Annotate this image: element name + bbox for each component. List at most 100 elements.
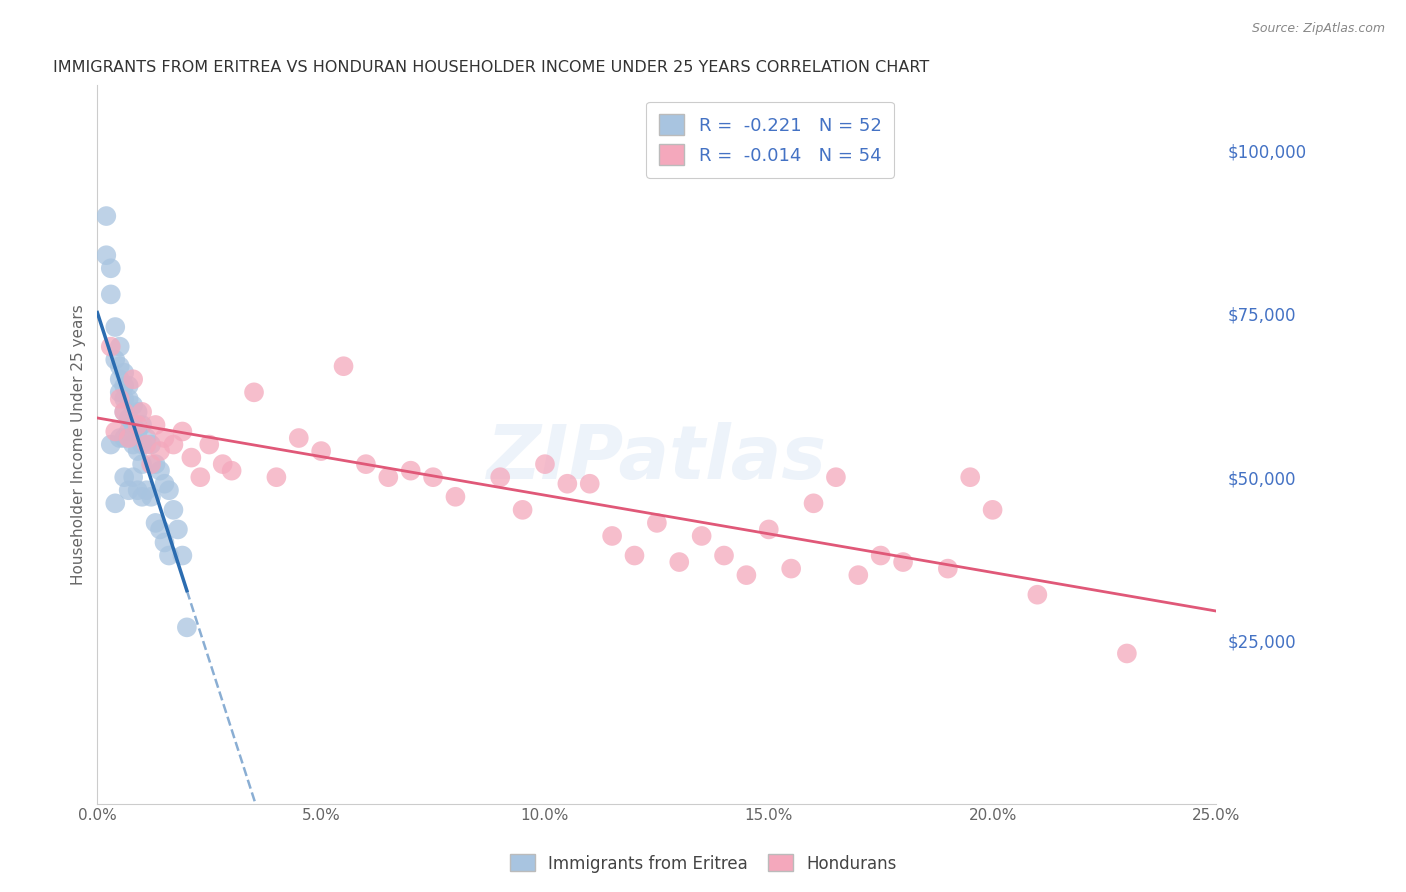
Point bbox=[534, 457, 557, 471]
Point bbox=[690, 529, 713, 543]
Point bbox=[153, 476, 176, 491]
Point bbox=[108, 431, 131, 445]
Point bbox=[131, 417, 153, 432]
Point bbox=[162, 437, 184, 451]
Point bbox=[96, 248, 118, 262]
Point bbox=[112, 379, 135, 393]
Point bbox=[122, 372, 145, 386]
Point bbox=[100, 340, 122, 354]
Point bbox=[127, 417, 149, 432]
Point bbox=[780, 561, 803, 575]
Point bbox=[127, 444, 149, 458]
Point bbox=[131, 490, 153, 504]
Point bbox=[118, 411, 141, 425]
Point bbox=[108, 359, 131, 374]
Point bbox=[118, 483, 141, 498]
Point bbox=[108, 385, 131, 400]
Point bbox=[512, 503, 534, 517]
Point bbox=[377, 470, 399, 484]
Point bbox=[122, 417, 145, 432]
Legend: R =  -0.221   N = 52, R =  -0.014   N = 54: R = -0.221 N = 52, R = -0.014 N = 54 bbox=[647, 102, 894, 178]
Point bbox=[135, 483, 157, 498]
Point bbox=[145, 516, 167, 530]
Point bbox=[399, 464, 422, 478]
Point bbox=[758, 523, 780, 537]
Point bbox=[104, 352, 127, 367]
Point bbox=[157, 549, 180, 563]
Point bbox=[127, 483, 149, 498]
Point bbox=[127, 425, 149, 439]
Point bbox=[118, 379, 141, 393]
Point bbox=[1026, 588, 1049, 602]
Point bbox=[167, 523, 190, 537]
Point bbox=[354, 457, 377, 471]
Point bbox=[825, 470, 848, 484]
Point bbox=[188, 470, 211, 484]
Point bbox=[846, 568, 869, 582]
Point bbox=[104, 320, 127, 334]
Point bbox=[112, 392, 135, 406]
Point bbox=[149, 464, 172, 478]
Point bbox=[444, 490, 467, 504]
Point bbox=[735, 568, 758, 582]
Point bbox=[104, 425, 127, 439]
Point bbox=[578, 476, 600, 491]
Point bbox=[959, 470, 981, 484]
Point bbox=[1115, 647, 1137, 661]
Point bbox=[157, 483, 180, 498]
Text: IMMIGRANTS FROM ERITREA VS HONDURAN HOUSEHOLDER INCOME UNDER 25 YEARS CORRELATIO: IMMIGRANTS FROM ERITREA VS HONDURAN HOUS… bbox=[52, 60, 929, 75]
Point bbox=[104, 496, 127, 510]
Point bbox=[557, 476, 579, 491]
Point bbox=[309, 444, 332, 458]
Point bbox=[122, 398, 145, 412]
Point bbox=[131, 405, 153, 419]
Point bbox=[198, 437, 221, 451]
Point bbox=[489, 470, 512, 484]
Point bbox=[145, 417, 167, 432]
Point bbox=[172, 425, 194, 439]
Point bbox=[122, 470, 145, 484]
Point bbox=[112, 405, 135, 419]
Point bbox=[135, 431, 157, 445]
Text: Source: ZipAtlas.com: Source: ZipAtlas.com bbox=[1251, 22, 1385, 36]
Point bbox=[149, 523, 172, 537]
Point bbox=[668, 555, 690, 569]
Point bbox=[211, 457, 233, 471]
Point bbox=[100, 437, 122, 451]
Point bbox=[131, 437, 153, 451]
Point bbox=[153, 535, 176, 549]
Point bbox=[118, 392, 141, 406]
Point bbox=[981, 503, 1004, 517]
Point bbox=[139, 437, 162, 451]
Point bbox=[422, 470, 444, 484]
Point bbox=[131, 457, 153, 471]
Point bbox=[118, 431, 141, 445]
Point bbox=[332, 359, 354, 374]
Point bbox=[803, 496, 825, 510]
Point bbox=[108, 392, 131, 406]
Point bbox=[139, 490, 162, 504]
Point bbox=[100, 261, 122, 276]
Point bbox=[112, 405, 135, 419]
Legend: Immigrants from Eritrea, Hondurans: Immigrants from Eritrea, Hondurans bbox=[503, 847, 903, 880]
Point bbox=[145, 457, 167, 471]
Point bbox=[149, 444, 172, 458]
Point bbox=[288, 431, 311, 445]
Text: ZIPatlas: ZIPatlas bbox=[486, 423, 827, 495]
Point bbox=[243, 385, 266, 400]
Point bbox=[936, 561, 959, 575]
Point bbox=[600, 529, 623, 543]
Point bbox=[221, 464, 243, 478]
Point bbox=[891, 555, 914, 569]
Point bbox=[153, 431, 176, 445]
Point bbox=[127, 405, 149, 419]
Point bbox=[266, 470, 288, 484]
Point bbox=[176, 620, 198, 634]
Y-axis label: Householder Income Under 25 years: Householder Income Under 25 years bbox=[72, 304, 86, 585]
Point bbox=[869, 549, 891, 563]
Point bbox=[645, 516, 668, 530]
Point bbox=[135, 437, 157, 451]
Point bbox=[118, 425, 141, 439]
Point bbox=[112, 366, 135, 380]
Point bbox=[108, 372, 131, 386]
